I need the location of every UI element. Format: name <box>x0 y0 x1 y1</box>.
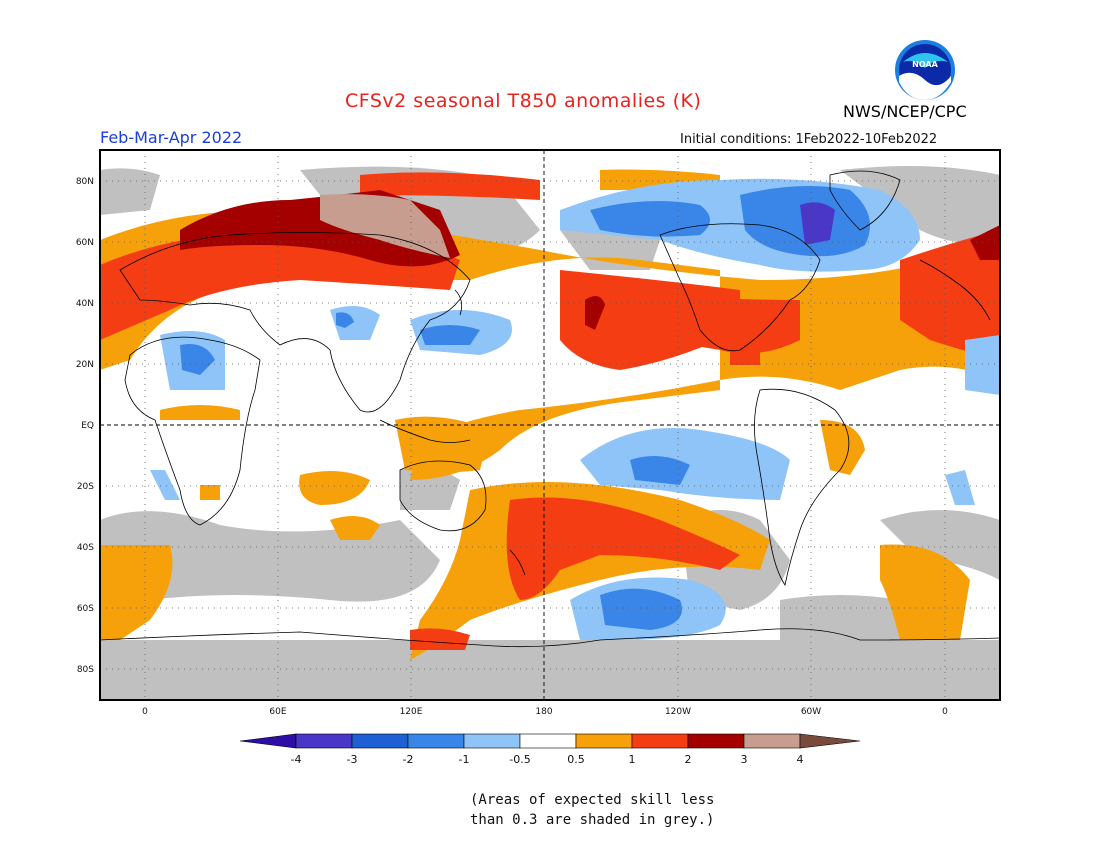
colorbar-segment <box>295 733 353 749</box>
lat-label: 80S <box>77 665 94 675</box>
season-label: Feb-Mar-Apr 2022 <box>100 128 243 147</box>
lat-lon-grid <box>100 150 1000 700</box>
colorbar-segment <box>743 733 801 749</box>
agency-label: NWS/NCEP/CPC <box>843 102 967 121</box>
colorbar-label: 3 <box>741 753 748 766</box>
colorbar-segment <box>239 733 297 749</box>
skill-footnote-line1: (Areas of expected skill less <box>470 792 715 808</box>
noaa-logo: NOAA <box>895 40 955 100</box>
colorbar-segment <box>351 733 409 749</box>
colorbar-segment <box>463 733 521 749</box>
lon-label: 120W <box>665 707 691 717</box>
colorbar: -4 -3 -2 -1 -0.5 0.5 1 2 3 4 <box>239 733 861 766</box>
colorbar-label: 0.5 <box>567 753 585 766</box>
colorbar-label: 1 <box>629 753 636 766</box>
lon-labels: 0 60E 120E 180 120W 60W 0 <box>142 707 948 717</box>
colorbar-label: -1 <box>459 753 470 766</box>
lat-labels: 80N 60N 40N 20N EQ 20S 40S 60S 80S <box>76 177 94 675</box>
map-frame <box>99 149 1001 701</box>
colorbar-segment <box>575 733 633 749</box>
anomaly-field <box>100 150 1000 700</box>
colorbar-segment <box>687 733 745 749</box>
lat-label: 60N <box>76 238 94 248</box>
colorbar-label: -2 <box>403 753 414 766</box>
purple-anomaly <box>800 202 835 245</box>
colorbar-segment <box>799 733 861 749</box>
brownish-anomaly <box>320 194 450 258</box>
lat-label: 60S <box>77 604 94 614</box>
initial-conditions-label: Initial conditions: 1Feb2022-10Feb2022 <box>680 132 938 147</box>
lon-label: 0 <box>942 707 948 717</box>
lat-label: 40N <box>76 299 94 309</box>
skill-footnote-line2: than 0.3 are shaded in grey.) <box>470 812 715 828</box>
lon-label: 120E <box>400 707 423 717</box>
colorbar-segment <box>519 733 577 749</box>
lat-label: 20N <box>76 360 94 370</box>
colorbar-segment <box>407 733 465 749</box>
lat-label: 40S <box>77 543 94 553</box>
svg-text:NOAA: NOAA <box>912 60 938 69</box>
coastlines <box>100 170 1000 648</box>
lat-label: 20S <box>77 482 94 492</box>
colorbar-label: -0.5 <box>509 753 530 766</box>
lon-label: 60E <box>269 707 286 717</box>
map-title: CFSv2 seasonal T850 anomalies (K) <box>345 90 702 112</box>
lat-label: 80N <box>76 177 94 187</box>
lon-label: 180 <box>535 707 552 717</box>
colorbar-label: 4 <box>797 753 804 766</box>
colorbar-label: -4 <box>291 753 302 766</box>
colorbar-segment <box>631 733 689 749</box>
lon-label: 60W <box>801 707 821 717</box>
skill-footnote: (Areas of expected skill less than 0.3 a… <box>470 790 714 830</box>
colorbar-label: 2 <box>685 753 692 766</box>
lon-label: 0 <box>142 707 148 717</box>
lat-label: EQ <box>81 421 94 431</box>
colorbar-label: -3 <box>347 753 358 766</box>
